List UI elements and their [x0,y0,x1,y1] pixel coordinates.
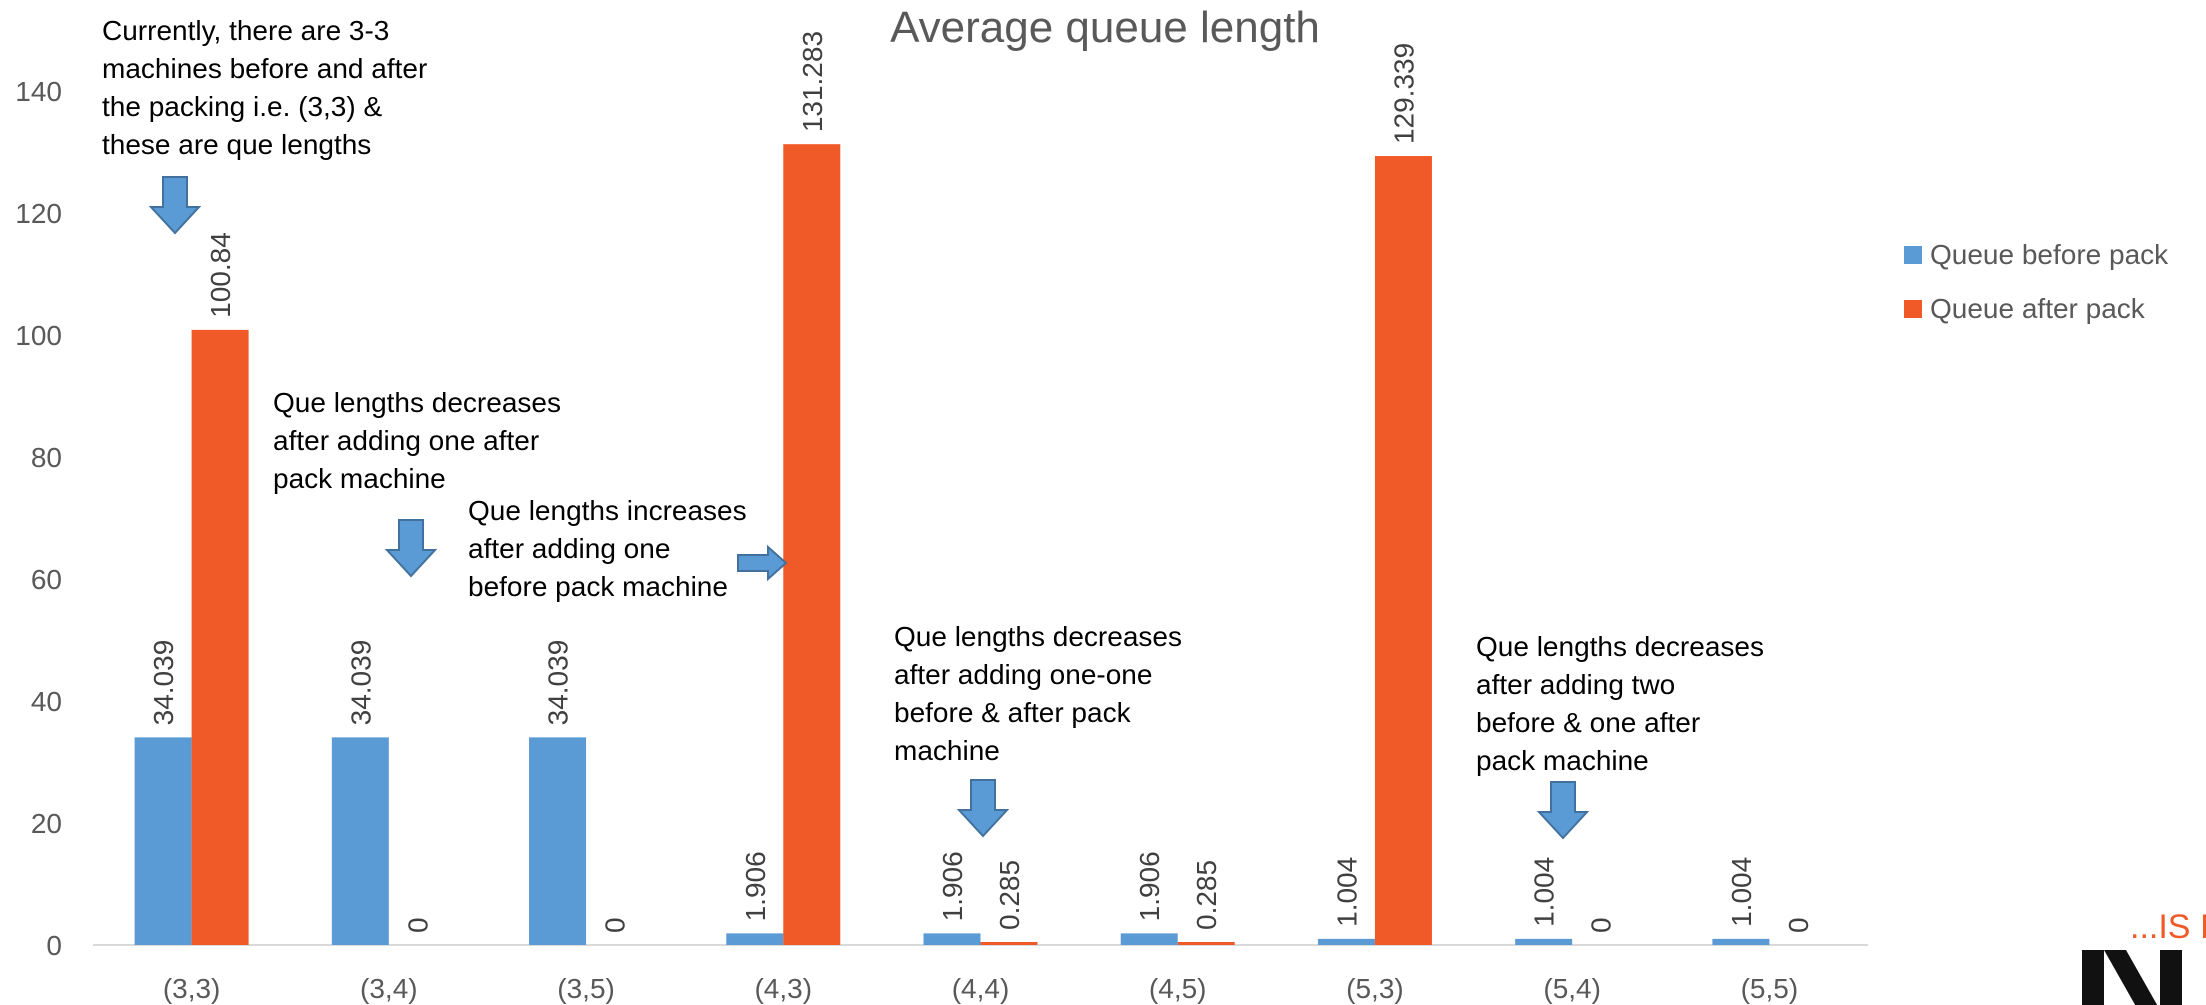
bar-before-pack [726,933,784,945]
bar-after-pack [1177,942,1235,945]
data-label: 1.906 [740,851,771,921]
bar-before-pack [923,933,981,945]
data-label: 0 [600,917,631,933]
arrow-down-icon [148,176,202,235]
x-axis-ticks: (3,3) (3,4) (3,5) (4,3) (4,4) (4,5) (5,3) (5,4)… [163,973,1798,1004]
x-tick-label: (3,4) [360,973,418,1004]
data-label: 0.285 [994,860,1025,930]
data-label: 0 [1586,917,1617,933]
y-tick-label: 100 [15,320,62,351]
annotations: Currently, there are 3-3 machines before … [102,15,1764,840]
bar-after-pack [783,144,841,945]
x-tick-label: (4,3) [754,973,812,1004]
legend-label-before: Queue before pack [1930,239,2169,270]
arrow-down-icon [384,519,438,578]
data-label: 129.339 [1388,43,1419,144]
data-label: 34.039 [543,640,574,726]
bars [134,144,1770,946]
x-tick-label: (5,3) [1346,973,1404,1004]
data-label: 1.004 [1331,857,1362,927]
data-label: 131.283 [797,31,828,132]
logo: ...IS I [2082,908,2206,1005]
arrow-right-icon [737,544,788,582]
logo-mark-bar-1 [2082,950,2104,1005]
data-label: 0.285 [1191,860,1222,930]
logo-tagline: ...IS I [2130,908,2206,946]
data-label: 0 [402,917,433,933]
y-tick-label: 20 [31,808,62,839]
data-labels: 34.039 34.039 34.039 1.906 1.906 1.906 1.004 1.… [148,31,1814,933]
x-tick-label: (5,5) [1741,973,1799,1004]
data-label: 0 [1783,917,1814,933]
legend-swatch-after [1904,300,1922,318]
data-label: 100.84 [205,232,236,318]
data-label: 1.906 [937,851,968,921]
annotation-text: Currently, there are 3-3 machines before … [102,15,427,160]
bar-before-pack [1515,938,1573,945]
x-tick-label: (3,5) [557,973,615,1004]
bar-before-pack [331,737,389,945]
chart-title: Average queue length [890,3,1320,52]
bar-before-pack [1317,938,1375,945]
y-tick-label: 80 [31,442,62,473]
x-tick-label: (5,4) [1543,973,1601,1004]
y-tick-label: 120 [15,198,62,229]
logo-mark-diagonal [2104,950,2158,1005]
data-label: 1.004 [1726,857,1757,927]
y-axis-ticks: 0 20 40 60 80 100 120 140 [15,76,62,961]
legend: Queue before pack Queue after pack [1904,239,2169,324]
bar-before-pack [1712,938,1770,945]
x-tick-label: (4,4) [952,973,1010,1004]
logo-mark-bar-2 [2160,950,2182,1005]
data-label: 1.906 [1134,851,1165,921]
bar-after-pack [191,329,249,946]
legend-swatch-before [1904,246,1922,264]
bar-after-pack [980,942,1038,945]
data-label: 34.039 [148,640,179,726]
annotation-text: Que lengths decreases after adding one-on… [894,621,1182,766]
annotation-text: Que lengths decreases after adding one af… [273,387,561,494]
y-tick-label: 140 [15,76,62,107]
bar-after-pack [1374,156,1432,945]
bar-before-pack [1120,933,1178,945]
x-tick-label: (3,3) [163,973,221,1004]
arrow-down-icon [956,779,1010,838]
y-tick-label: 60 [31,564,62,595]
annotation-text: Que lengths decreases after adding two bef… [1476,631,1764,776]
y-tick-label: 0 [46,930,62,961]
legend-label-after: Queue after pack [1930,293,2146,324]
annotation-text: Que lengths increases after adding one bef… [468,495,747,602]
data-label: 34.039 [345,640,376,726]
y-tick-label: 40 [31,686,62,717]
bar-before-pack [529,737,587,945]
bar-before-pack [134,737,192,945]
data-label: 1.004 [1529,857,1560,927]
arrow-down-icon [1536,781,1590,840]
x-tick-label: (4,5) [1149,973,1207,1004]
